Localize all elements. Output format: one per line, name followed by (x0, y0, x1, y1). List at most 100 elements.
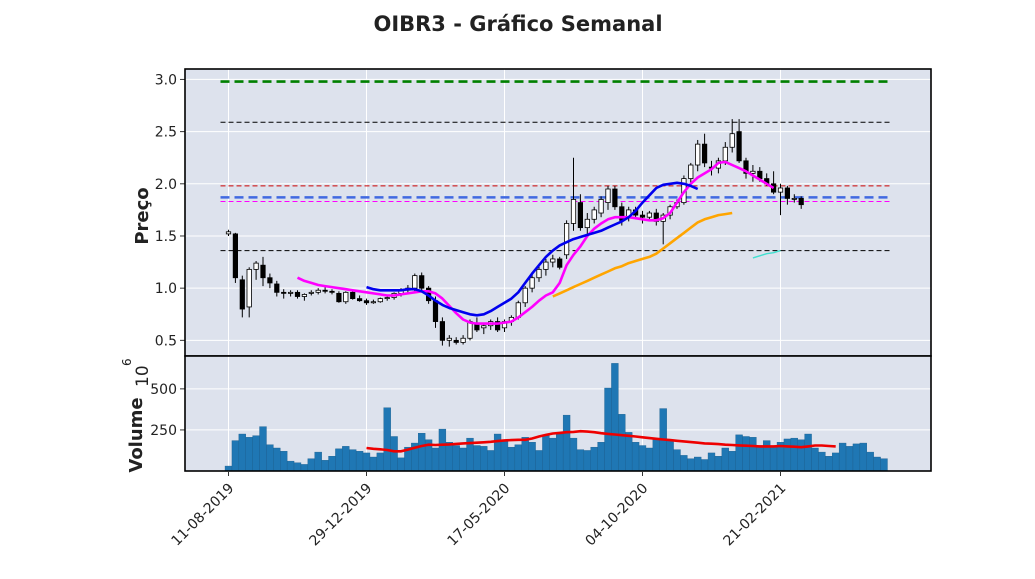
volume-bar (625, 432, 633, 472)
volume-bar (680, 455, 688, 472)
volume-bar (293, 462, 302, 472)
candle-body (722, 146, 728, 162)
volume-bar (314, 451, 322, 472)
volume-bar (252, 435, 260, 472)
candle-body (702, 143, 708, 164)
volume-bar (514, 444, 522, 472)
candle-body (612, 188, 618, 208)
volume-bar (459, 447, 467, 472)
volume-bar (238, 433, 246, 472)
volume-bar (652, 437, 660, 472)
volume-bar (645, 447, 654, 472)
volume-bar (790, 437, 798, 472)
volume-panel-frame (184, 355, 932, 472)
chart-title: OIBR3 - Gráfico Semanal (373, 12, 662, 36)
volume-bar (797, 439, 805, 472)
volume-bar (452, 445, 460, 472)
price-ma-line (296, 160, 775, 325)
candle-body (591, 209, 597, 220)
volume-bar (611, 363, 619, 472)
volume-bar (280, 451, 288, 472)
candle-body (315, 289, 321, 293)
candle-body (743, 160, 749, 174)
volume-bar (597, 442, 605, 472)
candle-body (267, 277, 273, 284)
candle-body (536, 268, 542, 279)
volume-bar (673, 449, 681, 472)
candle-body (557, 258, 563, 268)
price-tick-label: 1.0 (155, 281, 177, 297)
volume-bar (638, 445, 647, 472)
candle-body (370, 301, 377, 304)
candle-body (460, 337, 466, 343)
candle-body (577, 202, 584, 229)
volume-bar (355, 451, 364, 472)
volume-axis-label: Volume (126, 397, 147, 472)
volume-bar (666, 440, 674, 472)
volume-bar (818, 451, 826, 472)
candle-body (598, 199, 604, 214)
x-tick-label: 29-12-2019 (306, 481, 375, 550)
volume-bar (728, 451, 736, 472)
candle-body (522, 287, 528, 304)
volume-bar (700, 459, 709, 472)
volume-bar (707, 452, 716, 472)
volume-scale-exponent: 6 (120, 358, 134, 366)
volume-bar (500, 439, 509, 472)
candle-body (605, 188, 611, 203)
volume-bar (300, 464, 309, 472)
candle-body (336, 292, 342, 303)
volume-panel: 250 500 (150, 355, 932, 472)
candle-body (446, 337, 452, 341)
volume-bar (562, 414, 571, 472)
candle-body (350, 291, 356, 300)
volume-bar (231, 440, 240, 472)
candle-body (329, 290, 335, 293)
candle-body (750, 170, 756, 174)
candle-body (695, 143, 701, 166)
candle-body (246, 268, 252, 308)
volume-bar (266, 444, 274, 472)
volume-bar (507, 446, 516, 472)
candle-body (639, 214, 646, 218)
volume-bar (742, 436, 750, 472)
volume-bar (286, 460, 295, 472)
volume-bar (576, 449, 585, 472)
price-ma-line (752, 249, 781, 259)
candle-body (543, 261, 549, 270)
volume-scale-base: 10 (133, 365, 153, 387)
volume-bar (694, 456, 702, 472)
x-tick-label: 17-05-2020 (444, 481, 513, 550)
candle-body (564, 223, 570, 256)
volume-bar (383, 407, 391, 472)
candle-body (412, 275, 418, 289)
volume-bar (556, 433, 564, 472)
candle-body (481, 325, 487, 329)
volume-bar (321, 460, 329, 472)
volume-bar (811, 447, 819, 472)
volume-tick-label: 500 (150, 382, 177, 398)
volume-bar (349, 449, 357, 472)
price-tick-label: 3.0 (155, 72, 177, 88)
candle-body (225, 231, 232, 235)
candle-body (432, 300, 439, 322)
volume-bar (756, 445, 764, 472)
volume-bar (880, 458, 888, 472)
candle-body (377, 298, 383, 303)
candle-body (729, 133, 735, 148)
volume-bar (342, 446, 350, 472)
candle-body (584, 218, 590, 229)
candle-body (494, 321, 501, 331)
volume-bar (859, 442, 867, 472)
price-tick-label: 1.5 (155, 229, 177, 245)
candle-body (777, 187, 784, 193)
candle-body (688, 164, 694, 179)
volume-bar (845, 446, 854, 472)
volume-bar (445, 442, 453, 472)
candle-body (343, 291, 349, 303)
volume-bar (473, 445, 481, 472)
volume-bar (431, 447, 440, 472)
price-tick-label: 2.0 (155, 177, 177, 193)
candle-body (363, 300, 370, 304)
